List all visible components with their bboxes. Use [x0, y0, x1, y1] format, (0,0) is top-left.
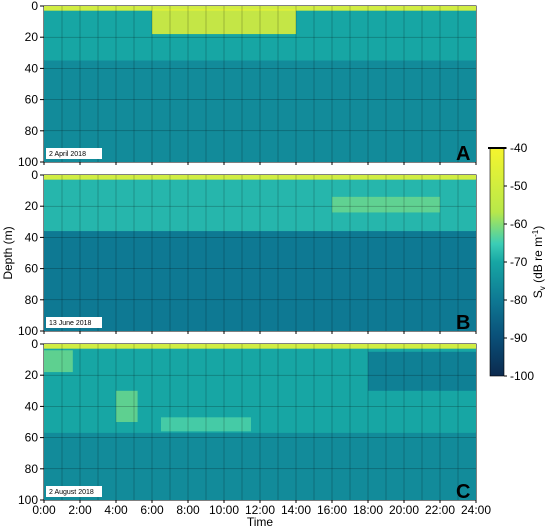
date-label-box-b	[46, 317, 102, 328]
y-axis-title: Depth (m)	[1, 226, 15, 279]
xtick-label-c-11: 22:00	[425, 503, 455, 517]
xtick-label-c-7: 14:00	[281, 503, 311, 517]
colorbar-label: Sv (dB re m-1)	[531, 226, 547, 298]
date-label-box-a	[46, 148, 102, 159]
xtick-label-c-8: 16:00	[317, 503, 347, 517]
ytick-label-a-5: 100	[18, 155, 38, 169]
y-ticks-b: 0 20 40 60 80 100	[18, 168, 44, 338]
x-ticks-a	[43, 162, 477, 165]
x-ticks-c: 0:00 2:00 4:00 6:00 8:00 10:00 12:00 14:00 16:00…	[32, 500, 491, 517]
ytick-label-c-5: 100	[18, 493, 38, 507]
ytick-label-a-4: 80	[25, 124, 39, 138]
ytick-label-b-0: 0	[31, 168, 38, 182]
colorbar-label-close: )	[531, 226, 545, 230]
xtick-label-c-10: 20:00	[389, 503, 419, 517]
colorbar-tick-label-0: -40	[510, 141, 528, 155]
date-label-b: 13 June 2018	[49, 320, 92, 327]
x-ticks-b	[43, 331, 477, 334]
ytick-label-b-5: 100	[18, 324, 38, 338]
colorbar-gradient	[489, 147, 505, 377]
ytick-label-a-2: 40	[25, 61, 39, 75]
colorbar: -40 -50 -60 -70 -80 -90 -100 Sv (dB re m-1)	[488, 141, 547, 383]
panel-letter-c: C	[456, 481, 470, 503]
ytick-label-c-3: 60	[25, 431, 39, 445]
colorbar-tick-label-5: -90	[510, 331, 528, 345]
y-ticks-a: 0 20 40 60 80 100	[18, 0, 44, 169]
grid-c	[44, 344, 476, 500]
xtick-label-c-12: 24:00	[461, 503, 491, 517]
ytick-label-a-0: 0	[31, 0, 38, 13]
ytick-label-c-1: 20	[25, 368, 39, 382]
ytick-label-c-4: 80	[25, 462, 39, 476]
ytick-label-c-2: 40	[25, 399, 39, 413]
y-ticks-c: 0 20 40 60 80 100	[18, 337, 44, 507]
colorbar-label-superscript: -1	[531, 229, 540, 237]
panel-c: 0 20 40 60 80 100 0:00 2:00 4:00 6:00 8:00 10:00 12…	[18, 337, 491, 517]
xtick-label-c-3: 6:00	[140, 503, 164, 517]
grid-b	[44, 175, 476, 331]
panel-b: 0 20 40 60 80 100 13 June 2018 B	[18, 168, 477, 338]
xtick-label-c-6: 12:00	[245, 503, 275, 517]
colorbar-label-subscript: v	[538, 286, 547, 290]
panel-letter-b: B	[456, 312, 470, 334]
xtick-label-c-9: 18:00	[353, 503, 383, 517]
xtick-label-c-2: 4:00	[104, 503, 128, 517]
xtick-label-c-4: 8:00	[176, 503, 200, 517]
ytick-label-a-1: 20	[25, 30, 39, 44]
colorbar-tick-label-3: -70	[510, 255, 528, 269]
ytick-label-b-1: 20	[25, 199, 39, 213]
panel-a: 0 20 40 60 80 100 2 April 2018 A	[18, 0, 477, 169]
colorbar-label-unit: (dB re m	[531, 237, 545, 286]
colorbar-ticks: -40 -50 -60 -70 -80 -90 -100	[504, 141, 534, 383]
ytick-label-b-2: 40	[25, 230, 39, 244]
colorbar-label-symbol: S	[531, 290, 545, 298]
x-axis-title: Time	[247, 515, 274, 529]
colorbar-tick-label-2: -60	[510, 217, 528, 231]
xtick-label-c-0: 0:00	[32, 503, 56, 517]
ytick-label-b-3: 60	[25, 262, 39, 276]
colorbar-tick-label-1: -50	[510, 179, 528, 193]
feature-c-1	[44, 350, 73, 373]
colorbar-tick-label-4: -80	[510, 293, 528, 307]
ytick-label-c-0: 0	[31, 337, 38, 351]
ytick-label-b-4: 80	[25, 293, 39, 307]
date-label-c: 2 August 2018	[49, 489, 94, 496]
panel-letter-a: A	[456, 143, 470, 165]
grid-a	[44, 6, 476, 162]
date-label-box-c	[46, 486, 102, 497]
colorbar-tick-label-6: -100	[510, 369, 534, 383]
date-label-a: 2 April 2018	[49, 151, 86, 158]
xtick-label-c-5: 10:00	[209, 503, 239, 517]
ytick-label-a-3: 60	[25, 93, 39, 107]
xtick-label-c-1: 2:00	[68, 503, 92, 517]
